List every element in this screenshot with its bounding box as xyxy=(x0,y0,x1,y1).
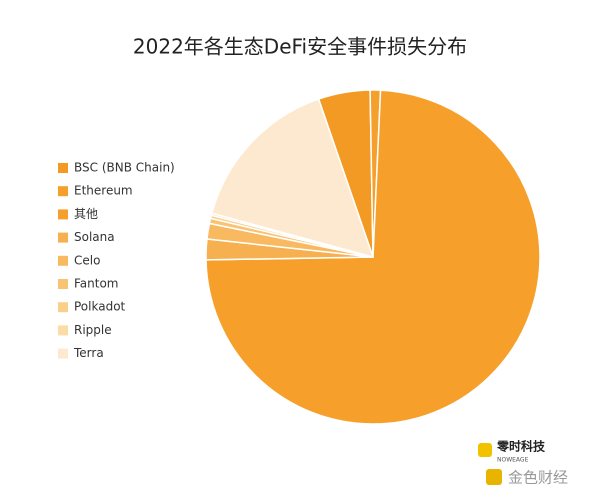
legend-label: Solana xyxy=(74,230,115,244)
watermark: 零时科技 NOWEAGE 金色财经 xyxy=(478,439,568,487)
source-icon xyxy=(486,469,502,485)
brand: 零时科技 xyxy=(496,439,546,454)
legend-label: Polkadot xyxy=(74,300,126,314)
legend-swatch xyxy=(58,209,68,220)
legend-swatch xyxy=(58,232,68,243)
pie-slice xyxy=(210,98,375,259)
legend-swatch xyxy=(58,186,68,197)
legend-swatch xyxy=(58,302,68,313)
legend-swatch xyxy=(58,163,68,173)
chart-title: 2022年各生态DeFi安全事件损失分布 xyxy=(133,35,467,59)
legend-label: 其他 xyxy=(74,207,98,221)
legend-label: Fantom xyxy=(74,277,119,291)
legend-label: Ripple xyxy=(74,323,112,337)
brand-sub: NOWEAGE xyxy=(497,457,529,464)
legend-label: BSC (BNB Chain) xyxy=(74,161,175,175)
legend-swatch xyxy=(58,279,68,289)
legend-swatch xyxy=(58,348,68,359)
logo-icon xyxy=(478,443,492,457)
legend-label: Celo xyxy=(74,253,100,267)
legend-swatch xyxy=(58,255,68,266)
legend-label: Ethereum xyxy=(74,184,133,198)
legend-swatch xyxy=(58,325,68,336)
source: 金色财经 xyxy=(508,469,568,487)
legend-label: Terra xyxy=(73,346,104,360)
